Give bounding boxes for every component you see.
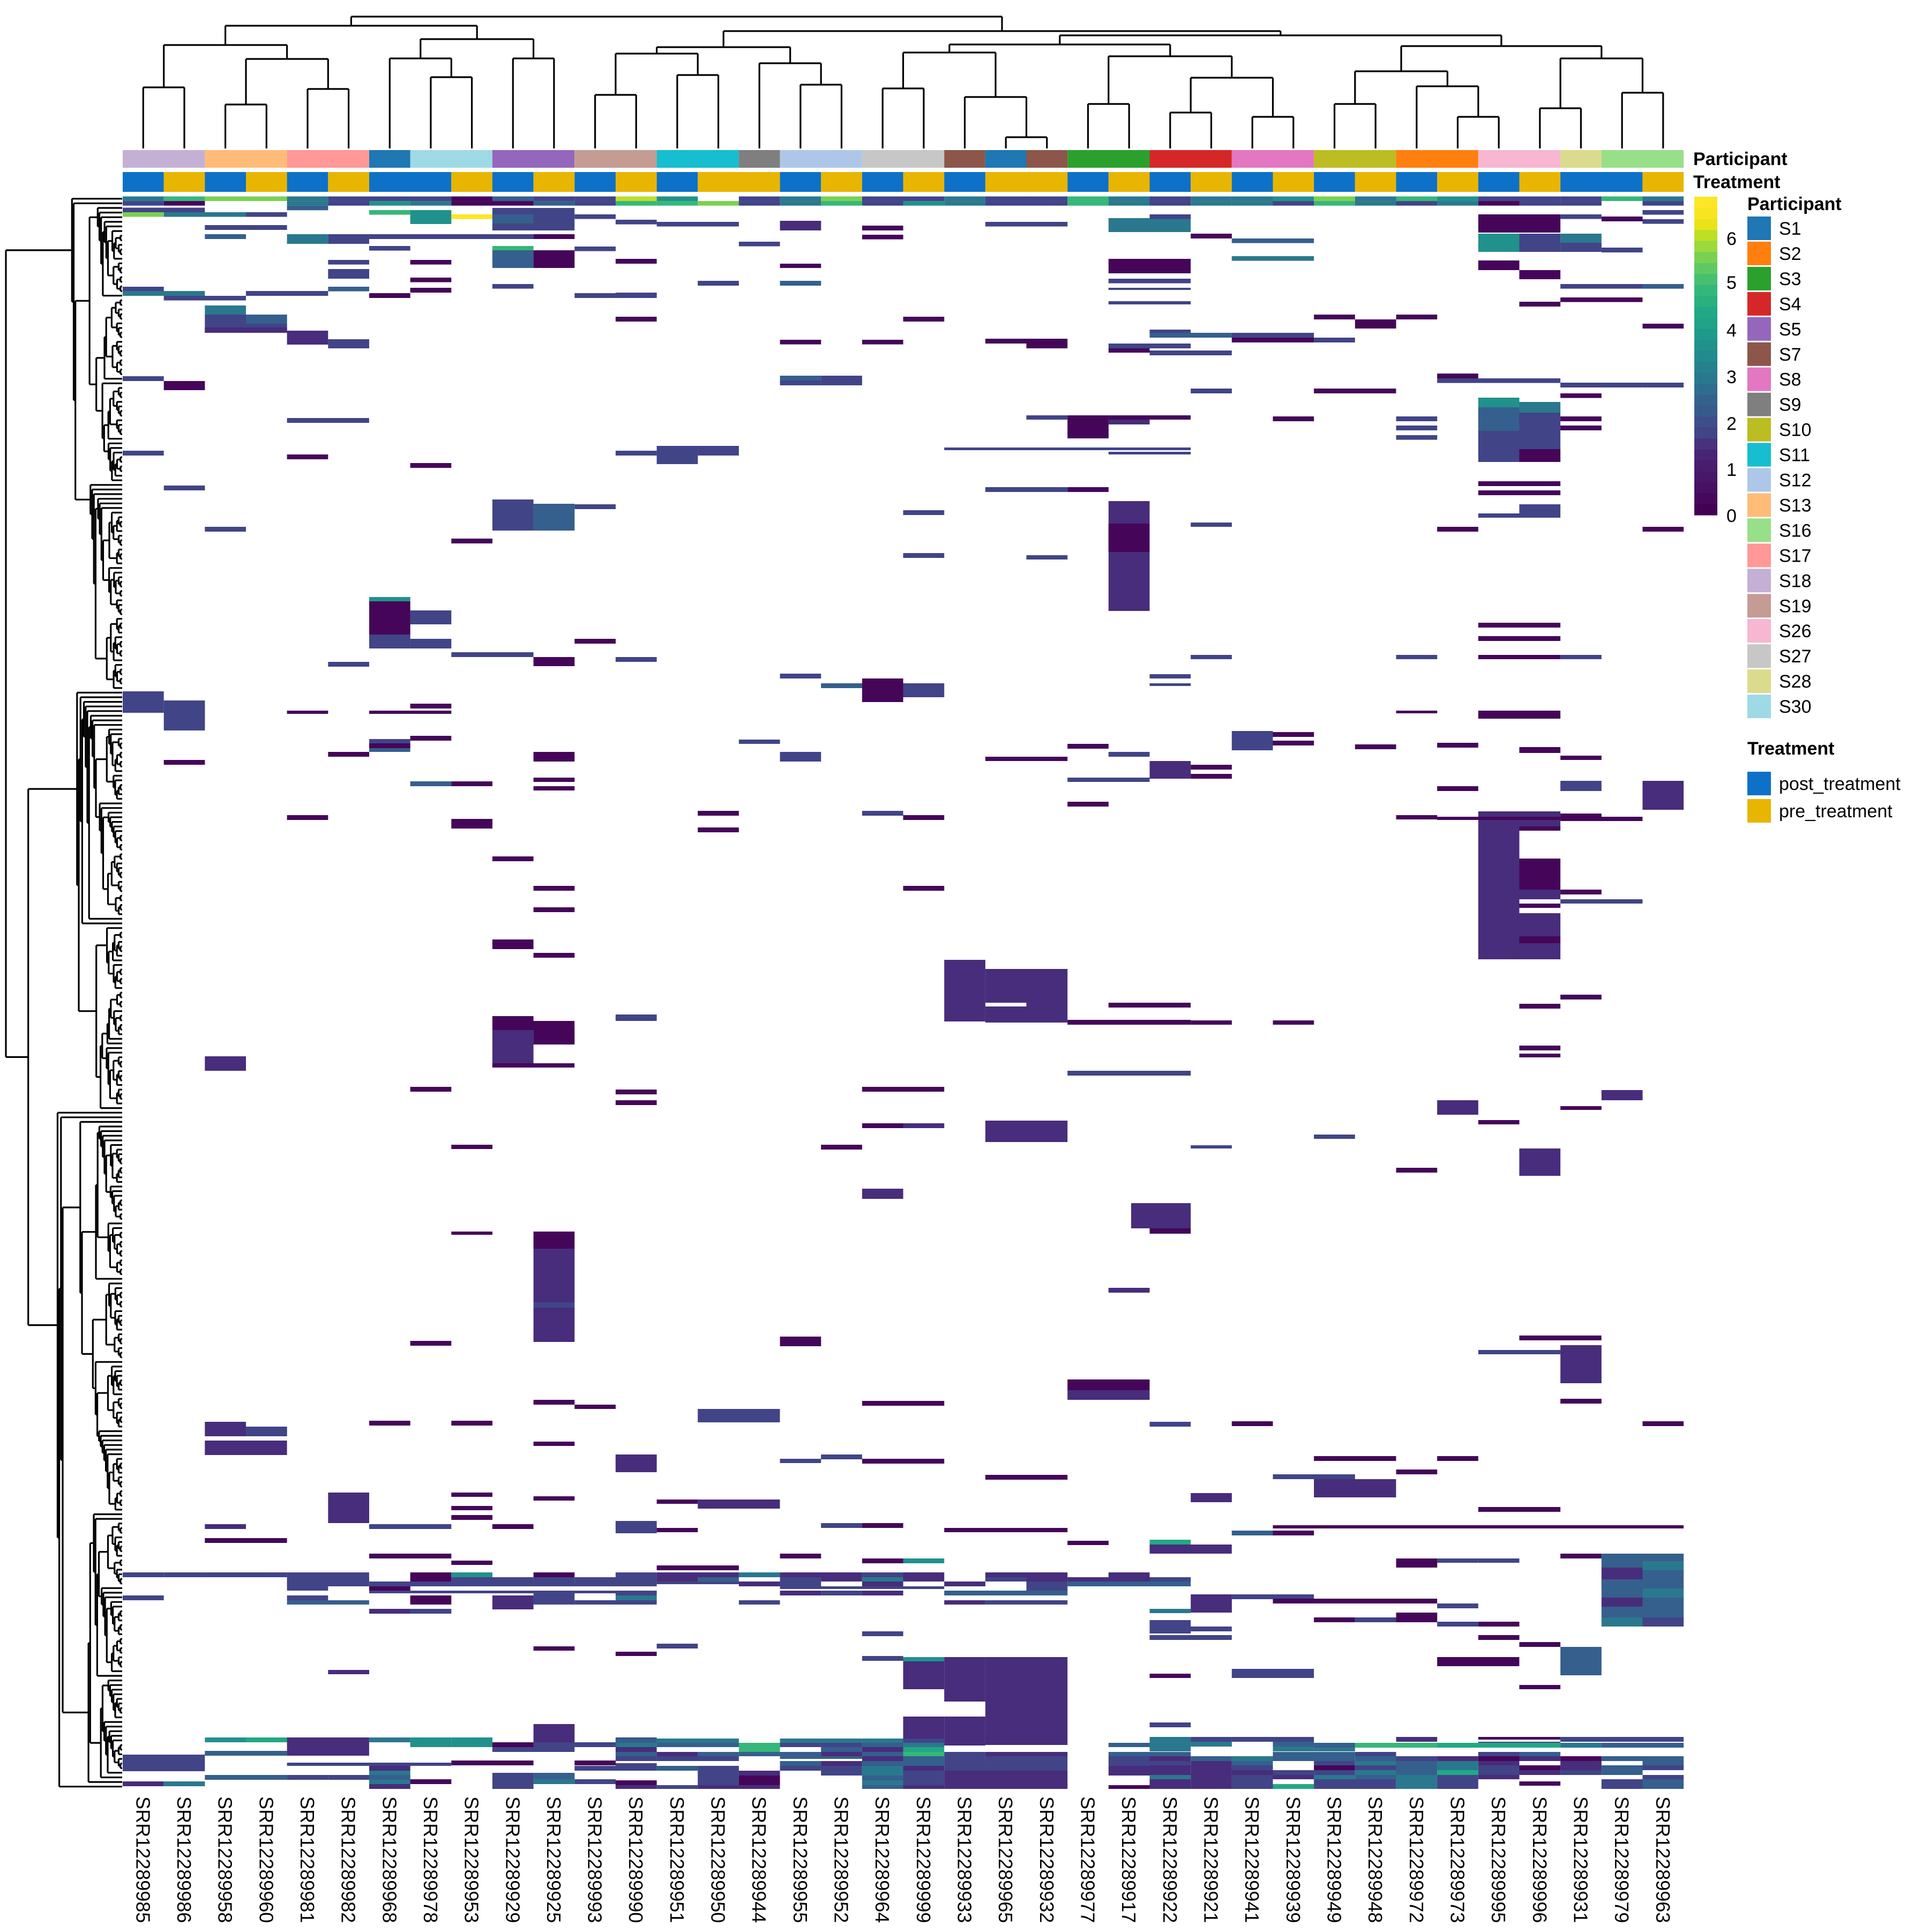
svg-text:Treatment: Treatment (1747, 739, 1835, 759)
svg-text:post_treatment: post_treatment (1779, 774, 1901, 794)
svg-text:SRR12289929: SRR12289929 (502, 1796, 524, 1923)
svg-text:SRR12289944: SRR12289944 (748, 1796, 770, 1923)
svg-text:SRR12289996: SRR12289996 (1529, 1796, 1551, 1923)
svg-text:0: 0 (1726, 506, 1737, 526)
svg-text:SRR12289977: SRR12289977 (1077, 1796, 1099, 1923)
svg-text:SRR12289948: SRR12289948 (1364, 1796, 1386, 1923)
svg-text:SRR12289951: SRR12289951 (666, 1796, 688, 1923)
svg-text:SRR12289917: SRR12289917 (1118, 1796, 1140, 1923)
svg-text:S5: S5 (1779, 319, 1801, 340)
svg-text:S27: S27 (1779, 646, 1812, 667)
svg-text:pre_treatment: pre_treatment (1779, 801, 1893, 822)
svg-text:S17: S17 (1779, 546, 1812, 566)
svg-text:S16: S16 (1779, 520, 1812, 541)
svg-text:S30: S30 (1779, 697, 1812, 717)
svg-text:3: 3 (1726, 367, 1737, 387)
svg-text:SRR12289964: SRR12289964 (871, 1796, 893, 1923)
svg-text:1: 1 (1726, 460, 1737, 480)
svg-text:SRR12289939: SRR12289939 (1282, 1796, 1304, 1923)
svg-text:SRR12289941: SRR12289941 (1241, 1796, 1263, 1923)
svg-text:SRR12289932: SRR12289932 (1036, 1796, 1058, 1923)
svg-text:SRR12289960: SRR12289960 (255, 1796, 277, 1923)
svg-text:SRR12289955: SRR12289955 (789, 1796, 811, 1923)
svg-text:Treatment: Treatment (1693, 172, 1781, 192)
svg-text:SRR12289990: SRR12289990 (625, 1796, 647, 1923)
svg-text:SRR12289985: SRR12289985 (132, 1796, 154, 1923)
svg-text:SRR12289965: SRR12289965 (995, 1796, 1016, 1923)
svg-text:S3: S3 (1779, 269, 1801, 289)
svg-text:6: 6 (1726, 229, 1737, 249)
svg-text:SRR12289963: SRR12289963 (1652, 1796, 1674, 1923)
svg-text:SRR12289978: SRR12289978 (420, 1796, 442, 1923)
svg-text:SRR12289952: SRR12289952 (831, 1796, 853, 1923)
svg-text:SRR12289993: SRR12289993 (584, 1796, 606, 1923)
svg-text:S4: S4 (1779, 294, 1801, 315)
svg-text:SRR12289958: SRR12289958 (214, 1796, 236, 1923)
svg-text:SRR12289922: SRR12289922 (1159, 1796, 1181, 1923)
svg-text:Participant: Participant (1747, 194, 1842, 214)
svg-text:SRR12289921: SRR12289921 (1200, 1796, 1222, 1923)
svg-text:2: 2 (1726, 414, 1737, 434)
svg-text:SRR12289979: SRR12289979 (1611, 1796, 1633, 1923)
svg-text:SRR12289995: SRR12289995 (1487, 1796, 1509, 1923)
svg-text:Participant: Participant (1693, 149, 1788, 169)
svg-text:SRR12289931: SRR12289931 (1569, 1796, 1591, 1923)
svg-text:SRR12289982: SRR12289982 (338, 1796, 360, 1923)
svg-text:S19: S19 (1779, 596, 1812, 616)
svg-text:S13: S13 (1779, 496, 1812, 516)
svg-text:S12: S12 (1779, 471, 1812, 491)
svg-text:S26: S26 (1779, 621, 1812, 641)
svg-text:4: 4 (1726, 320, 1737, 341)
svg-text:SRR12289981: SRR12289981 (296, 1796, 318, 1923)
svg-text:SRR12289972: SRR12289972 (1405, 1796, 1427, 1923)
svg-text:SRR12289933: SRR12289933 (954, 1796, 976, 1923)
svg-text:S18: S18 (1779, 571, 1812, 591)
svg-text:S10: S10 (1779, 420, 1812, 441)
svg-text:S8: S8 (1779, 370, 1801, 390)
svg-text:SRR12289949: SRR12289949 (1324, 1796, 1345, 1923)
svg-text:SRR12289968: SRR12289968 (378, 1796, 400, 1923)
svg-text:S1: S1 (1779, 219, 1801, 239)
svg-text:SRR12289999: SRR12289999 (913, 1796, 934, 1923)
svg-text:SRR12289953: SRR12289953 (461, 1796, 483, 1923)
svg-text:S7: S7 (1779, 345, 1801, 365)
svg-text:SRR12289973: SRR12289973 (1446, 1796, 1468, 1923)
svg-text:SRR12289986: SRR12289986 (173, 1796, 195, 1923)
svg-text:S28: S28 (1779, 672, 1812, 692)
svg-text:S2: S2 (1779, 244, 1801, 264)
svg-text:SRR12289925: SRR12289925 (543, 1796, 565, 1923)
svg-text:5: 5 (1726, 273, 1737, 293)
svg-text:SRR12289950: SRR12289950 (707, 1796, 729, 1923)
svg-text:S9: S9 (1779, 395, 1801, 415)
svg-text:S11: S11 (1779, 445, 1810, 466)
